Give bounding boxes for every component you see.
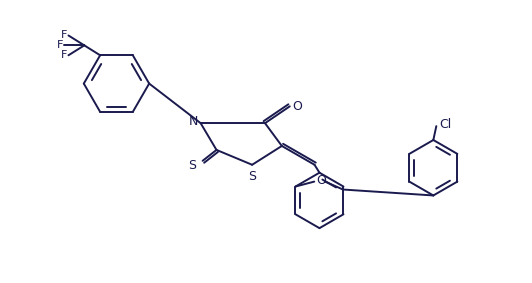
Text: S: S: [248, 170, 256, 183]
Text: O: O: [316, 174, 326, 187]
Text: F: F: [61, 31, 68, 40]
Text: O: O: [293, 100, 303, 113]
Text: F: F: [61, 50, 68, 60]
Text: Cl: Cl: [439, 118, 452, 131]
Text: S: S: [188, 159, 196, 172]
Text: N: N: [188, 115, 198, 128]
Text: F: F: [57, 40, 63, 50]
